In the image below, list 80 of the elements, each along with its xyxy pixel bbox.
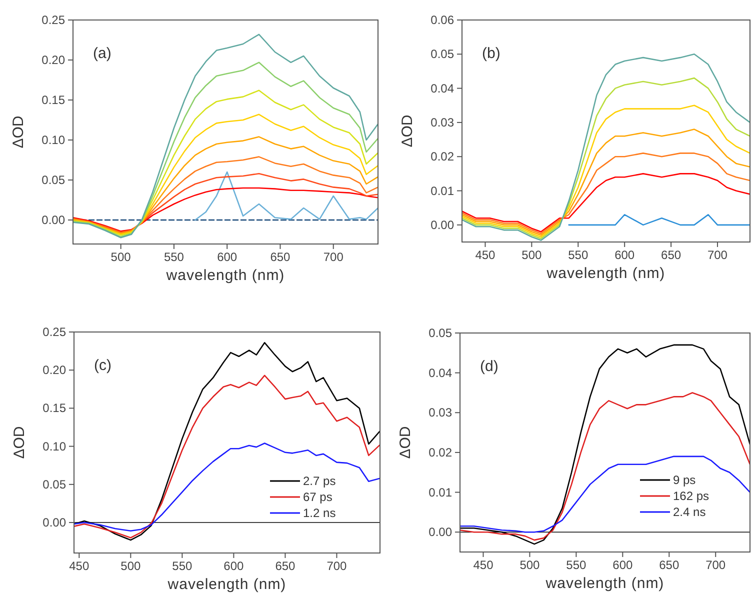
y-tick-label: 0.05	[428, 326, 452, 340]
y-axis-title: ΔOD	[11, 426, 28, 459]
y-tick-label: 0.15	[42, 93, 66, 107]
y-tick-label: 0.00	[42, 213, 66, 227]
legend-label: 1.2 ns	[303, 506, 336, 520]
y-tick-label: 0.00	[42, 516, 66, 530]
y-tick-label: 0.02	[430, 150, 454, 164]
line-series	[460, 456, 750, 533]
x-tick-label: 550	[566, 558, 587, 572]
y-tick-label: 0.02	[428, 445, 452, 460]
line-series	[73, 114, 378, 236]
y-tick-label: 0.00	[430, 218, 454, 232]
x-tick-label: 500	[522, 248, 542, 262]
y-tick-label: 0.04	[428, 366, 452, 380]
y-axis-title: ΔOD	[10, 116, 27, 148]
y-tick-label: 0.05	[42, 477, 66, 492]
line-series	[462, 128, 750, 236]
y-tick-label: 0.06	[430, 13, 454, 27]
y-axis-title: ΔOD	[397, 426, 414, 459]
legend-label: 67 ps	[303, 490, 332, 504]
line-series	[73, 172, 378, 233]
y-tick-label: 0.01	[428, 485, 452, 500]
legend-label: 162 ps	[673, 489, 710, 503]
line-series	[73, 90, 378, 236]
annotation: (b)	[482, 45, 500, 62]
x-axis-title: wavelength (nm)	[544, 575, 664, 592]
legend-label: 2.4 ns	[673, 505, 706, 519]
y-axis-title: ΔOD	[399, 114, 416, 148]
line-series	[462, 104, 750, 238]
x-tick-label: 550	[172, 559, 193, 573]
x-axis-title: wavelength (nm)	[165, 267, 285, 284]
x-tick-label: 450	[475, 248, 496, 262]
annotation: (c)	[94, 357, 112, 374]
y-tick-label: 0.10	[42, 439, 66, 454]
line-series	[194, 171, 378, 221]
y-tick-label: 0.01	[430, 184, 454, 198]
x-tick-label: 500	[120, 559, 141, 573]
x-tick-label: 700	[706, 558, 726, 572]
x-tick-label: 600	[224, 559, 244, 573]
x-tick-label: 550	[164, 250, 184, 264]
x-tick-label: 450	[69, 559, 90, 573]
x-tick-label: 650	[661, 248, 682, 262]
annotation: (d)	[480, 358, 498, 375]
x-tick-label: 500	[520, 558, 540, 572]
x-tick-label: 700	[707, 248, 728, 262]
y-tick-label: 0.04	[430, 81, 454, 96]
legend-label: 9 ps	[673, 473, 696, 487]
y-tick-label: 0.20	[42, 363, 66, 378]
x-tick-label: 600	[217, 250, 238, 264]
x-tick-label: 550	[568, 248, 588, 262]
x-tick-label: 650	[270, 250, 291, 264]
x-tick-label: 700	[326, 559, 348, 573]
line-series	[462, 173, 750, 232]
y-tick-label: 0.25	[42, 325, 66, 339]
x-tick-label: 600	[614, 248, 635, 262]
line-series	[73, 136, 378, 234]
x-axis-title: wavelength (nm)	[546, 265, 666, 282]
y-tick-label: 0.25	[42, 13, 66, 27]
x-tick-label: 650	[659, 558, 680, 572]
x-tick-label: 500	[110, 250, 132, 264]
y-tick-label: 0.10	[42, 133, 66, 147]
x-tick-label: 450	[473, 558, 494, 572]
y-tick-label: 0.20	[42, 53, 66, 67]
annotation: (a)	[93, 45, 112, 62]
y-tick-label: 0.05	[430, 47, 454, 62]
y-tick-label: 0.05	[42, 173, 66, 187]
y-tick-label: 0.03	[428, 406, 452, 420]
line-series	[460, 392, 750, 541]
line-series	[460, 344, 750, 545]
x-tick-label: 600	[612, 558, 633, 572]
y-tick-label: 0.03	[430, 115, 454, 130]
line-series	[73, 156, 378, 234]
x-axis-title: wavelength (nm)	[166, 576, 286, 593]
line-series	[462, 152, 750, 234]
y-tick-label: 0.00	[428, 525, 452, 540]
x-tick-label: 650	[275, 559, 296, 573]
legend-label: 2.7 ps	[303, 474, 336, 488]
y-tick-label: 0.15	[42, 401, 66, 416]
x-tick-label: 700	[323, 250, 344, 264]
line-series	[73, 187, 378, 232]
